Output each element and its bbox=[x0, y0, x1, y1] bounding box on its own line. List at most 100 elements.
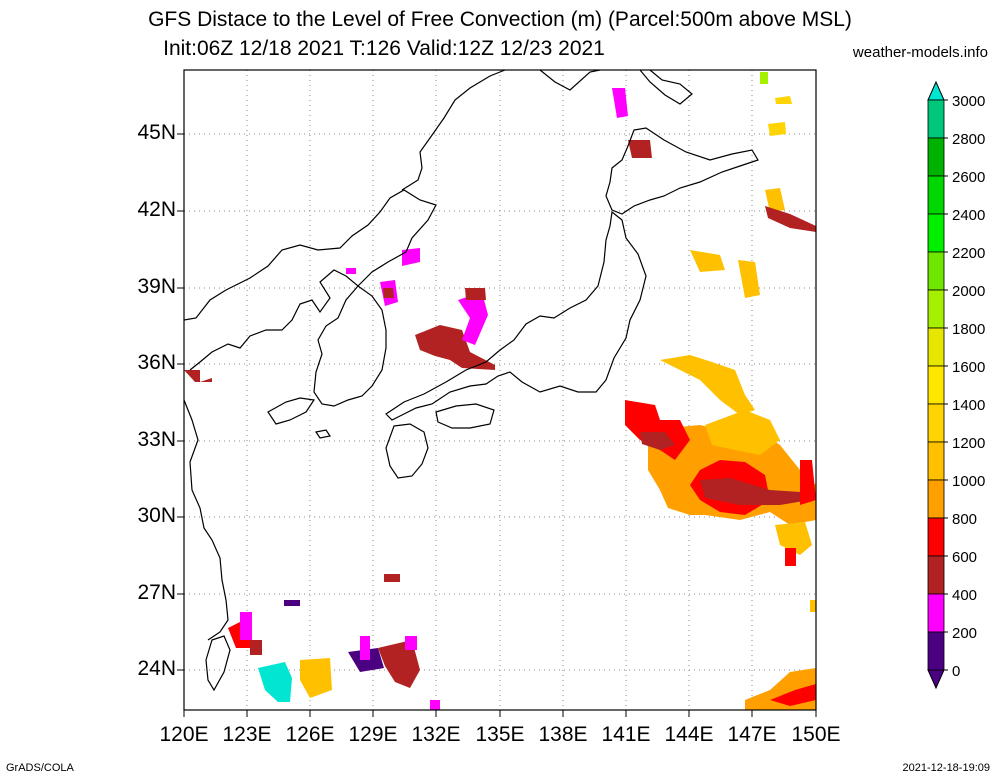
lon-label-147e: 147E bbox=[727, 723, 777, 746]
lon-label-132e: 132E bbox=[411, 723, 461, 746]
coast-jeju bbox=[315, 429, 331, 439]
coast-honshu bbox=[385, 210, 647, 421]
patch-brown-daito bbox=[384, 574, 400, 582]
colorbar-segment bbox=[927, 593, 945, 633]
lat-label-42n: 42N bbox=[137, 198, 176, 221]
patch-orange-ne2 bbox=[738, 260, 760, 298]
colorbar-segment bbox=[927, 631, 945, 671]
patch-red-sw bbox=[785, 548, 796, 566]
footer-timestamp: 2021-12-18-19:09 bbox=[902, 762, 990, 774]
colorbar-label-0: 0 bbox=[952, 663, 961, 680]
coast-kyushu bbox=[385, 423, 429, 479]
colorbar-label-3000: 3000 bbox=[952, 93, 986, 110]
coast-shandong bbox=[267, 397, 316, 425]
colorbar-label-2000: 2000 bbox=[952, 283, 986, 300]
colorbar-label-2400: 2400 bbox=[952, 207, 986, 224]
patch-brown-okinawa bbox=[378, 640, 420, 688]
patch-cyan-ryukyu bbox=[258, 662, 292, 702]
patch-magenta-n bbox=[402, 248, 420, 266]
coast-shikoku bbox=[435, 403, 495, 429]
colorbar-label-600: 600 bbox=[952, 549, 978, 566]
lon-label-144e: 144E bbox=[664, 723, 714, 746]
coast-hokkaido bbox=[605, 127, 759, 215]
coastlines bbox=[183, 69, 759, 692]
colorbar-label-2200: 2200 bbox=[952, 245, 986, 262]
patch-orange-ne bbox=[690, 250, 725, 272]
lon-label-129e: 129E bbox=[348, 723, 398, 746]
colorbar-segment bbox=[927, 175, 945, 215]
lat-label-30n: 30N bbox=[137, 504, 176, 527]
lon-label-123e: 123E bbox=[222, 723, 272, 746]
colorbar-segment bbox=[927, 365, 945, 405]
lat-label-33n: 33N bbox=[137, 428, 176, 451]
colorbar-label-2600: 2600 bbox=[952, 169, 986, 186]
lat-label-39n: 39N bbox=[137, 275, 176, 298]
patch-brown-honshu bbox=[415, 325, 495, 370]
patch-brown-ne bbox=[765, 206, 816, 232]
colorbar-label-1000: 1000 bbox=[952, 473, 986, 490]
patch-red-se-corner bbox=[770, 684, 816, 706]
patch-magenta-okinawa2 bbox=[360, 636, 370, 660]
colorbar-label-1200: 1200 bbox=[952, 435, 986, 452]
patch-brown-taiwan bbox=[250, 640, 262, 655]
patch-magenta-okinawa bbox=[405, 636, 417, 650]
patch-magenta-taiwan bbox=[240, 612, 252, 640]
colorbar-segment bbox=[927, 213, 945, 253]
patch-yellow-ne bbox=[765, 188, 785, 212]
footer-software: GrADS/COLA bbox=[6, 762, 74, 774]
patch-brown-korea bbox=[383, 288, 394, 298]
lon-label-138e: 138E bbox=[538, 723, 588, 746]
patch-green-top bbox=[760, 72, 768, 84]
patch-red-east3 bbox=[800, 460, 816, 505]
lon-label-135e: 135E bbox=[475, 723, 525, 746]
patch-orange-ne3 bbox=[660, 355, 755, 415]
colorbar-segment bbox=[927, 517, 945, 557]
patch-yellow-east bbox=[705, 410, 780, 455]
patch-yellow-sw bbox=[775, 522, 812, 555]
colorbar-segment bbox=[927, 327, 945, 367]
lat-label-45n: 45N bbox=[137, 121, 176, 144]
patch-magenta-korea-w bbox=[346, 268, 356, 274]
coast-russia-ne bbox=[401, 69, 506, 191]
colorbar-label-800: 800 bbox=[952, 511, 978, 528]
lon-label-150e: 150E bbox=[791, 723, 841, 746]
colorbar-segment bbox=[927, 555, 945, 595]
colorbar-segment bbox=[927, 403, 945, 443]
patch-magenta-south bbox=[430, 700, 440, 710]
lon-label-120e: 120E bbox=[159, 723, 209, 746]
colorbar-segment bbox=[927, 137, 945, 177]
patch-magenta-honshu bbox=[458, 292, 488, 345]
coast-taiwan bbox=[205, 635, 231, 692]
colorbar-label-200: 200 bbox=[952, 625, 978, 642]
colorbar-segment bbox=[927, 289, 945, 329]
lat-label-24n: 24N bbox=[137, 657, 176, 680]
patch-yellow-edge bbox=[810, 600, 816, 612]
colorbar-segment bbox=[927, 479, 945, 519]
coast-korea-peninsula bbox=[313, 285, 387, 407]
colorbar-label-1600: 1600 bbox=[952, 359, 986, 376]
patch-brown-east bbox=[700, 478, 810, 505]
patch-indigo-sakishima bbox=[284, 600, 300, 606]
colorbar-top-arrow bbox=[927, 80, 945, 101]
patch-brown-china-w bbox=[184, 370, 212, 382]
colorbar bbox=[927, 80, 948, 690]
colorbar-label-1400: 1400 bbox=[952, 397, 986, 414]
patch-brown-hokkaido bbox=[628, 140, 652, 158]
lat-label-27n: 27N bbox=[137, 581, 176, 604]
source-credit: weather-models.info bbox=[852, 44, 988, 61]
colorbar-segment bbox=[927, 99, 945, 139]
colorbar-bottom-arrow bbox=[927, 669, 945, 690]
colorbar-segment bbox=[927, 251, 945, 291]
lon-label-141e: 141E bbox=[601, 723, 651, 746]
tick-marks bbox=[177, 133, 817, 717]
patch-magenta-hokkaido bbox=[612, 88, 628, 118]
lfc-field-patches bbox=[184, 72, 816, 710]
patch-yellow-top bbox=[775, 96, 792, 104]
map-subtitle: Init:06Z 12/18 2021 T:126 Valid:12Z 12/2… bbox=[163, 37, 605, 60]
map-title: GFS Distace to the Level of Free Convect… bbox=[148, 8, 852, 31]
colorbar-label-400: 400 bbox=[952, 587, 978, 604]
patch-yellow-top2 bbox=[768, 122, 786, 136]
patch-brown-honshu2 bbox=[465, 288, 486, 300]
lat-label-36n: 36N bbox=[137, 351, 176, 374]
lon-label-126e: 126E bbox=[285, 723, 335, 746]
